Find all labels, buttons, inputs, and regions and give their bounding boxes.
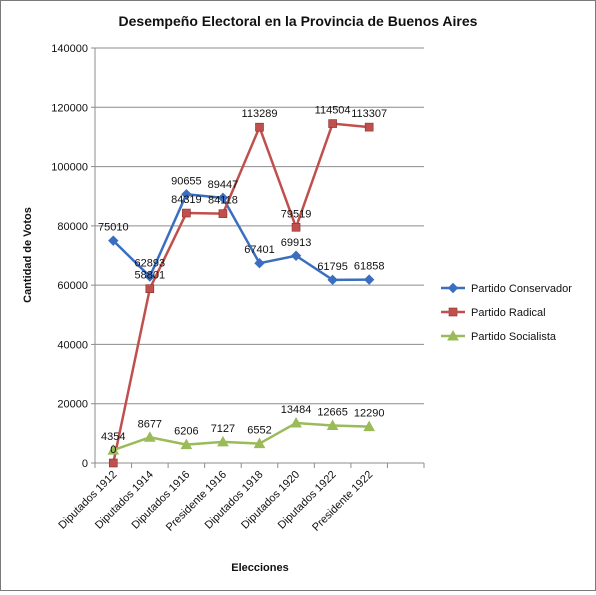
axes [91,47,425,468]
data-label: 4354 [101,431,125,443]
y-tick-label: 140000 [51,43,88,55]
data-label: 0 [110,444,116,456]
series-lines [112,122,370,464]
data-point [255,122,264,132]
data-point [218,209,228,218]
data-point [108,458,118,468]
chart-title: Desempeño Electoral en la Provincia de B… [119,13,478,29]
data-point [145,284,155,293]
data-label: 84319 [171,194,202,206]
y-tick-label: 20000 [57,399,88,411]
data-label: 62893 [135,258,166,270]
data-point [364,122,374,132]
y-tick-label: 120000 [51,102,88,114]
data-point [143,431,156,442]
series-line-1 [112,193,370,282]
data-label: 67401 [244,244,275,256]
data-label: 113289 [242,108,278,120]
data-label: 58801 [135,270,166,282]
data-label: 61858 [354,261,385,273]
data-label: 13484 [281,404,312,416]
data-label: 69913 [281,237,312,249]
data-label: 113307 [351,108,387,120]
data-label: 8677 [138,418,162,430]
data-point [181,189,192,200]
data-label: 6206 [174,426,198,438]
data-point [291,222,301,232]
data-label: 7127 [211,423,235,435]
data-label: 61795 [317,261,348,273]
data-point [144,271,156,282]
y-tick-label: 80000 [57,221,88,233]
data-label: 89447 [208,179,239,191]
data-label: 6552 [247,425,271,437]
data-labels: 75010 62893 90655 89447 67401 69913 61795 61858… [98,105,387,456]
data-point [182,208,191,218]
series-line-2 [112,122,370,464]
series-line-3 [112,421,370,452]
data-point [217,435,229,447]
y-tick-label: 0 [82,458,88,470]
data-label: 114504 [315,105,351,117]
gridlines [95,47,424,405]
legend-label: Partido Conservador [471,283,572,295]
data-label: 12290 [354,408,385,420]
legend: Partido Conservador Partido Radical Partid… [441,283,572,343]
data-point [290,250,302,261]
data-point [108,235,119,246]
data-label: 79519 [281,208,312,220]
data-point [290,417,302,428]
data-label: 75010 [98,222,129,234]
data-point [363,274,375,285]
y-tick-label: 60000 [57,280,88,292]
y-tick-label: 100000 [51,162,88,174]
data-point [217,192,229,204]
data-point [328,119,337,128]
data-label: 84118 [208,195,238,207]
data-point [254,257,265,269]
data-label: 90655 [171,175,202,187]
y-tick-label: 40000 [57,339,88,351]
y-tick-labels: 0 20000 40000 60000 80000 100000 120000 140000 [51,43,88,470]
data-point [107,444,120,455]
data-label: 12665 [317,406,348,418]
series-markers [107,119,459,468]
data-point [326,419,339,430]
legend-label: Partido Radical [471,307,546,319]
y-axis-label: Cantidad de Votos [22,207,34,303]
x-axis-label: Elecciones [231,562,288,574]
data-point [180,438,193,450]
legend-label: Partido Socialista [471,331,557,343]
data-point [253,437,266,449]
data-point [327,274,338,286]
data-point [363,420,376,432]
